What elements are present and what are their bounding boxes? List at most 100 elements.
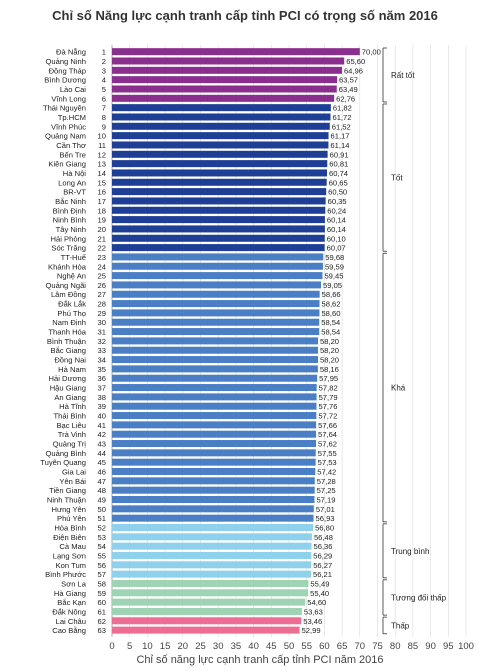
rank-label: 57 — [98, 570, 106, 579]
value-label: 60,74 — [329, 169, 348, 178]
value-label: 58,20 — [320, 356, 339, 365]
category-label: Gia Lai — [62, 468, 86, 477]
category-label: Bắc Kạn — [57, 598, 86, 607]
x-tick-label: 10 — [142, 641, 153, 652]
bar — [112, 421, 317, 429]
value-label: 58,62 — [322, 300, 341, 309]
category-label: Bình Dương — [44, 76, 86, 85]
category-label: Bắc Ninh — [55, 197, 86, 206]
bar — [112, 122, 330, 130]
rank-label: 11 — [98, 141, 106, 150]
x-tick-label: 50 — [284, 641, 295, 652]
rank-label: 18 — [98, 206, 106, 215]
category-label: Vĩnh Phúc — [51, 122, 86, 131]
bar — [112, 384, 317, 392]
bar — [112, 412, 317, 420]
rank-label: 36 — [98, 374, 106, 383]
bar — [112, 523, 314, 531]
rank-label: 23 — [98, 253, 106, 262]
bar — [112, 66, 342, 74]
bar — [112, 309, 320, 317]
rank-label: 45 — [98, 458, 106, 467]
value-label: 60,91 — [330, 150, 349, 159]
x-tick-label: 55 — [301, 641, 312, 652]
group-label: Trung bình — [391, 547, 429, 556]
value-label: 56,27 — [313, 561, 332, 570]
x-tick-label: 25 — [195, 641, 206, 652]
x-tick-label: 40 — [248, 641, 259, 652]
bar — [112, 346, 319, 354]
bar — [112, 197, 326, 205]
x-tick-label: 85 — [408, 641, 419, 652]
value-label: 56,48 — [314, 533, 333, 542]
category-label: Tây Ninh — [56, 225, 86, 234]
group-label: Tương đối thấp — [391, 593, 447, 602]
x-tick-label: 0 — [109, 641, 114, 652]
chart-title: Chỉ số Năng lực cạnh tranh cấp tỉnh PCI … — [52, 8, 438, 23]
rank-label: 32 — [98, 337, 106, 346]
category-label: Đắk Nông — [52, 607, 86, 616]
category-label: Đắk Lắk — [58, 300, 86, 309]
value-label: 60,14 — [327, 225, 346, 234]
value-label: 56,36 — [314, 542, 333, 551]
value-label: 57,62 — [318, 440, 337, 449]
x-tick-label: 45 — [266, 641, 277, 652]
category-label: Điện Biên — [53, 533, 86, 542]
category-label: Quảng Bình — [45, 449, 86, 458]
rank-label: 24 — [98, 262, 106, 271]
bar — [112, 262, 323, 270]
rank-label: 35 — [98, 365, 106, 374]
x-tick-label: 30 — [213, 641, 224, 652]
value-label: 53,46 — [303, 617, 322, 626]
bar — [112, 141, 329, 149]
bar — [112, 328, 320, 336]
category-label: Lạng Sơn — [53, 551, 86, 560]
value-label: 57,53 — [318, 458, 337, 467]
bar — [112, 598, 306, 606]
rank-label: 51 — [98, 514, 106, 523]
rank-label: 28 — [98, 300, 106, 309]
value-label: 61,14 — [330, 141, 349, 150]
bar — [112, 48, 360, 56]
bar — [112, 607, 302, 615]
rank-label: 9 — [102, 122, 106, 131]
category-label: Bạc Liêu — [56, 421, 86, 430]
value-label: 61,52 — [332, 122, 351, 131]
value-label: 70,00 — [362, 48, 381, 57]
bar — [112, 477, 315, 485]
rank-label: 25 — [98, 272, 106, 281]
category-label: Tp.HCM — [58, 113, 86, 122]
category-label: Hải Phòng — [51, 234, 86, 243]
category-label: Hải Dương — [49, 374, 87, 383]
value-label: 55,40 — [310, 589, 329, 598]
category-label: Quảng Ninh — [45, 57, 86, 66]
value-label: 61,82 — [333, 104, 352, 113]
category-label: Vĩnh Long — [51, 94, 86, 103]
bar — [112, 486, 315, 494]
rank-label: 16 — [98, 188, 106, 197]
bar — [112, 318, 320, 326]
bar — [112, 505, 314, 513]
x-tick-label: 90 — [425, 641, 436, 652]
bar — [112, 458, 316, 466]
x-tick-label: 95 — [443, 641, 454, 652]
value-label: 59,45 — [324, 272, 343, 281]
rank-label: 5 — [102, 85, 106, 94]
rank-label: 56 — [98, 561, 106, 570]
x-tick-label: 75 — [372, 641, 383, 652]
rank-label: 10 — [98, 132, 106, 141]
value-label: 62,76 — [336, 94, 355, 103]
category-label: Hậu Giang — [50, 384, 86, 393]
rank-label: 38 — [98, 393, 106, 402]
value-label: 59,05 — [323, 281, 342, 290]
bar — [112, 290, 320, 298]
value-label: 57,95 — [319, 374, 338, 383]
category-label: Hưng Yên — [52, 505, 87, 514]
rank-label: 13 — [98, 160, 106, 169]
bar — [112, 188, 327, 196]
category-label: Bình Phước — [45, 570, 86, 579]
rank-label: 46 — [98, 468, 106, 477]
value-label: 59,68 — [325, 253, 344, 262]
category-label: BR-VT — [63, 188, 86, 197]
